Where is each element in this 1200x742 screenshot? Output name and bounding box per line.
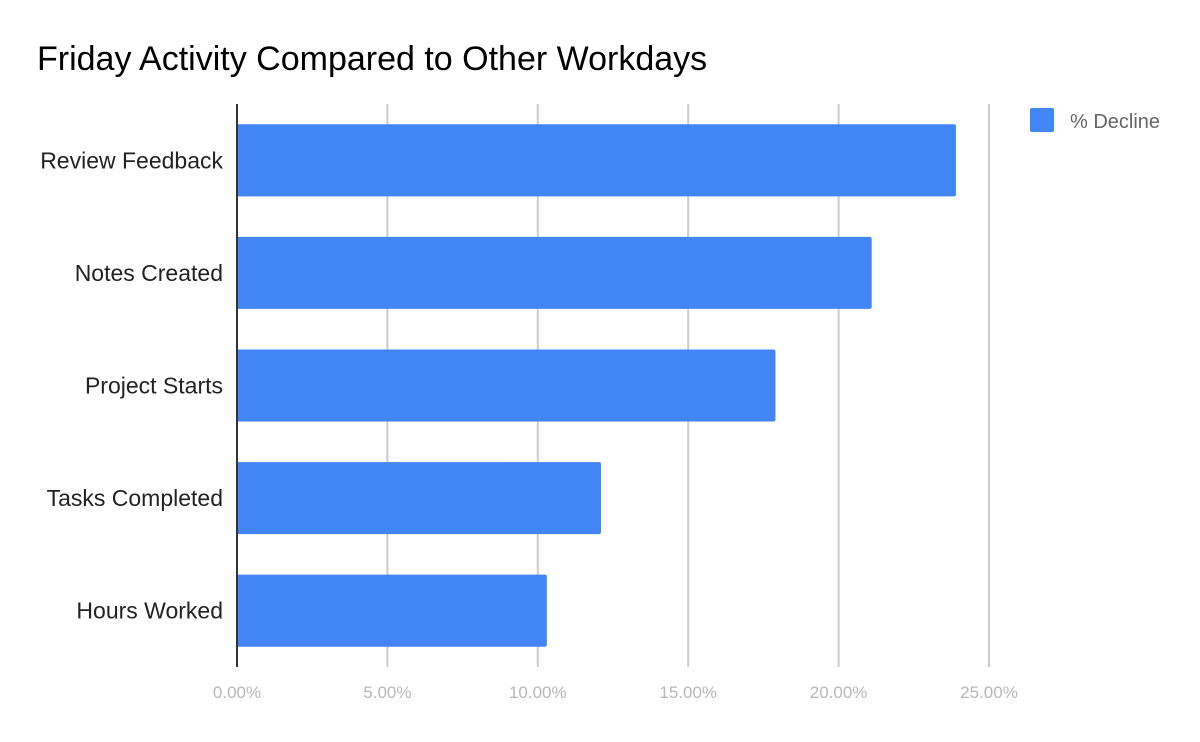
bar (237, 574, 547, 647)
category-label: Hours Worked (76, 598, 223, 624)
bar (237, 236, 872, 309)
bar (237, 462, 601, 535)
x-tick-label: 10.00% (509, 683, 567, 702)
legend: % Decline (1030, 108, 1160, 133)
category-label: Review Feedback (40, 147, 223, 173)
x-tick-label: 15.00% (659, 683, 717, 702)
x-tick-label: 25.00% (960, 683, 1018, 702)
category-label: Notes Created (75, 260, 223, 286)
legend-swatch (1030, 108, 1054, 132)
bar (237, 349, 776, 422)
x-tick-labels: 0.00% 5.00% 10.00% 15.00% 20.00% 25.00% (213, 683, 1018, 702)
chart-title: Friday Activity Compared to Other Workda… (37, 40, 707, 78)
x-tick-label: 5.00% (363, 683, 411, 702)
bars (237, 124, 956, 647)
legend-label: % Decline (1070, 111, 1160, 133)
category-label: Tasks Completed (47, 485, 223, 511)
x-tick-label: 0.00% (213, 683, 261, 702)
x-tick-label: 20.00% (810, 683, 868, 702)
category-label: Project Starts (85, 373, 223, 399)
bar (237, 124, 956, 197)
category-labels: Review Feedback Notes Created Project Star… (40, 147, 223, 623)
